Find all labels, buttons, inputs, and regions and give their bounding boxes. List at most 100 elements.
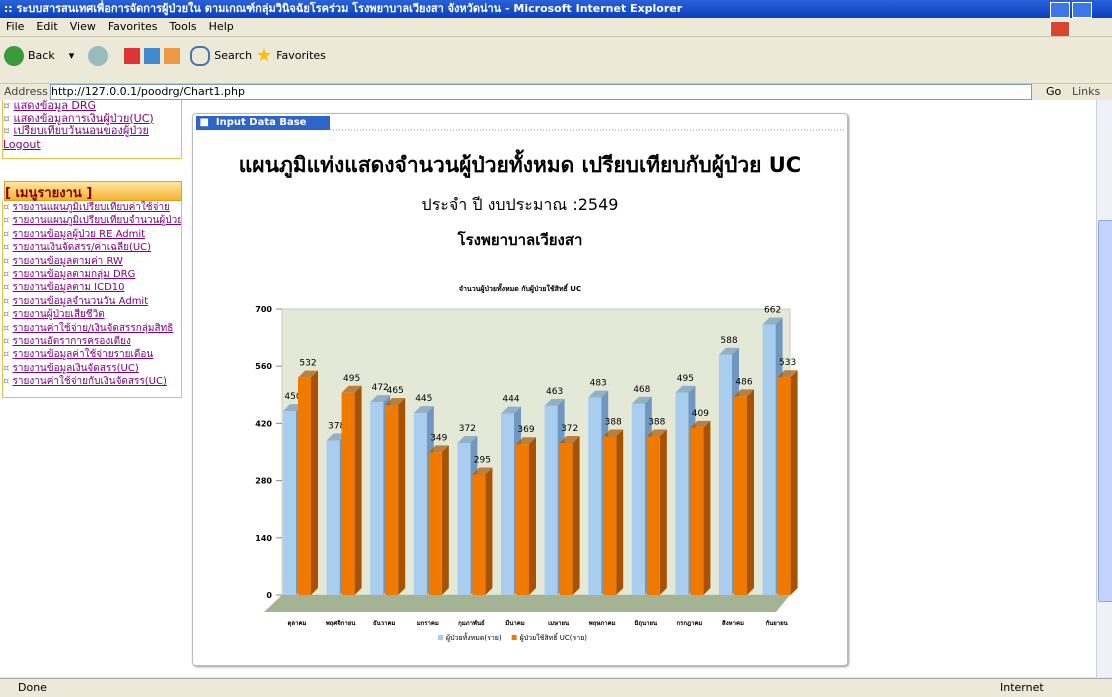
value-label: 483 <box>590 379 607 389</box>
report-link[interactable]: รายงานข้อมูลค่าใช้จ่ายรายเดือน <box>12 349 154 361</box>
bullet: ¤ <box>3 376 13 388</box>
plot-floor <box>264 595 790 612</box>
report-link[interactable]: รายงานข้อมูลผู้ป่วย RE Admit <box>12 228 146 240</box>
report-link-row: ¤ รายงานข้อมูลตาม ICD10 <box>3 281 181 294</box>
value-label: 388 <box>648 417 665 427</box>
address-bar: Address http://127.0.0.1/poodrg/Chart1.p… <box>0 84 1112 100</box>
sidebar-link-row: ¤ แสดงข้อมูล DRG <box>3 100 181 113</box>
bar <box>457 443 471 595</box>
menu-item[interactable]: File <box>6 20 25 33</box>
search-button[interactable]: Search <box>214 49 253 62</box>
logout-link[interactable]: Logout <box>3 137 41 151</box>
bar-top <box>588 390 609 398</box>
value-label: 468 <box>633 385 650 395</box>
report-link[interactable]: รายงานค่าใช้จ่าย/เงินจัดสรรกลุ่มสิทธิ <box>12 322 174 334</box>
bar-top <box>719 347 739 355</box>
bar <box>472 474 486 595</box>
bar <box>428 452 442 595</box>
report-link[interactable]: รายงานค่าใช้จ่ายกับเงินจัดสรร(UC) <box>12 376 167 388</box>
top-menu-box: ¤ แสดงข้อมูล DRG ¤ แสดงข้อมูลการเงินผู้ป่… <box>2 100 182 159</box>
window-title: :: ระบบสารสนเทศเพื่อการจัดการผู้ป่วยใน ต… <box>3 2 683 15</box>
report-link[interactable]: รายงานข้อมูลตามกลุ่ม DRG <box>12 269 136 281</box>
bar <box>326 440 340 595</box>
menu-item[interactable]: Edit <box>36 20 58 33</box>
bar <box>646 436 660 595</box>
value-label: 532 <box>299 359 316 369</box>
scrollbar[interactable] <box>1096 100 1112 677</box>
links-label[interactable]: Links <box>1072 85 1101 98</box>
y-tick-label: 0 <box>266 591 272 600</box>
report-link-row: ¤ รายงานค่าใช้จ่าย/เงินจัดสรรกลุ่มสิทธิ <box>3 322 181 335</box>
menu-item[interactable]: Help <box>208 20 234 33</box>
value-label: 369 <box>517 425 534 435</box>
panel-tab: ■ Input Data Base <box>196 116 330 130</box>
refresh-icon[interactable] <box>144 47 161 64</box>
panel-subtitle: ประจำ ปี งบประมาณ :2549 <box>422 195 619 214</box>
page-content: ¤ แสดงข้อมูล DRG ¤ แสดงข้อมูลการเงินผู้ป่… <box>0 100 1096 677</box>
menu-bar: File Edit View Favorites Tools Help <box>0 18 1112 37</box>
legend-label: ผู้ป่วยทั้งหมด(ราย) <box>446 631 502 642</box>
bar <box>298 377 311 595</box>
go-button[interactable]: Go <box>1046 85 1062 98</box>
chart-title: จำนวนผู้ป่วยทั้งหมด กับผู้ป่วยใช้สิทธิ์ … <box>459 282 581 294</box>
home-icon[interactable] <box>164 47 181 64</box>
x-tick-label: ธันวาคม <box>373 619 396 627</box>
report-link[interactable]: รายงานแผนภูมิเปรียบเทียบจำนวนผู้ป่วย <box>12 215 181 227</box>
sidebar-link[interactable]: เปรียบเทียบวันนอนของผู้ป่วย <box>13 125 149 137</box>
report-link[interactable]: รายงานข้อมูลเงินจัดสรร(UC) <box>12 362 139 374</box>
back-icon[interactable] <box>4 45 24 66</box>
back-button[interactable]: Back <box>28 49 55 62</box>
bullet: ¤ <box>3 215 13 227</box>
menu-item[interactable]: Favorites <box>107 20 158 33</box>
value-label: 295 <box>474 455 491 465</box>
bar-top <box>690 420 711 428</box>
favorites-button[interactable]: Favorites <box>276 49 326 62</box>
report-link-row: ¤ รายงานอัตราการครองเตียง <box>3 335 181 348</box>
address-input[interactable]: http://127.0.0.1/poodrg/Chart1.php <box>50 84 1032 100</box>
report-link[interactable]: รายงานแผนภูมิเปรียบเทียบค่าใช้จ่าย <box>12 202 170 213</box>
x-tick-label: พฤศจิกายน <box>326 619 356 627</box>
search-icon[interactable] <box>190 45 211 66</box>
value-label: 349 <box>430 433 447 443</box>
bar-side <box>485 467 493 595</box>
sidebar-link[interactable]: แสดงข้อมูลการเงินผู้ป่วย(UC) <box>13 112 154 125</box>
x-tick-label: กันยายน <box>765 619 788 627</box>
forward-icon[interactable] <box>88 45 109 66</box>
status-text: Done <box>18 681 47 694</box>
bullet: ¤ <box>3 322 13 334</box>
value-label: 372 <box>459 424 476 434</box>
report-menu: ¤ รายงานแผนภูมิเปรียบเทียบค่าใช้จ่าย ¤ รา… <box>2 201 182 398</box>
x-tick-label: พฤษภาคม <box>589 620 616 627</box>
bullet: ¤ <box>3 202 13 213</box>
bar-top <box>734 389 754 397</box>
bar-top <box>298 370 318 378</box>
bar-side <box>572 436 580 595</box>
report-link[interactable]: รายงานข้อมูลจำนวนวัน Admit <box>12 295 149 307</box>
value-label: 444 <box>502 395 519 405</box>
report-link-row: ¤ รายงานข้อมูลตามกลุ่ม DRG <box>3 268 181 281</box>
sidebar-link[interactable]: แสดงข้อมูล DRG <box>13 100 97 112</box>
report-link-row: ¤ รายงานข้อมูลค่าใช้จ่ายรายเดือน <box>3 348 181 361</box>
x-tick-label: มีนาคม <box>505 619 524 627</box>
value-label: 463 <box>546 387 563 397</box>
bullet: ¤ <box>3 242 13 254</box>
menu-item[interactable]: View <box>69 20 96 33</box>
report-link-row: ¤ รายงานแผนภูมิเปรียบเทียบค่าใช้จ่าย <box>3 201 181 214</box>
bar-top <box>370 395 391 403</box>
favorites-icon[interactable]: ★ <box>256 45 273 66</box>
report-link-row: ¤ รายงานเงินจัดสรร/ค่าเฉลี่ย(UC) <box>3 241 181 254</box>
menu-item[interactable]: Tools <box>169 20 197 33</box>
bar-side <box>441 445 449 595</box>
bar <box>631 403 645 595</box>
report-link[interactable]: รายงานข้อมูลตาม ICD10 <box>12 282 125 294</box>
report-link-row: ¤ รายงานค่าใช้จ่ายกับเงินจัดสรร(UC) <box>3 375 181 388</box>
stop-icon[interactable] <box>124 47 141 64</box>
y-tick-label: 560 <box>255 362 272 371</box>
report-link[interactable]: รายงานอัตราการครองเตียง <box>12 336 131 348</box>
report-link[interactable]: รายงานเงินจัดสรร/ค่าเฉลี่ย(UC) <box>12 242 152 254</box>
bar-top <box>544 398 565 406</box>
window-buttons[interactable] <box>1050 2 1112 40</box>
report-link[interactable]: รายงานข้อมูลตามค่า RW <box>12 255 123 267</box>
report-link[interactable]: รายงานผู้ป่วยเสียชีวิต <box>12 309 105 321</box>
bar-top <box>341 385 362 393</box>
